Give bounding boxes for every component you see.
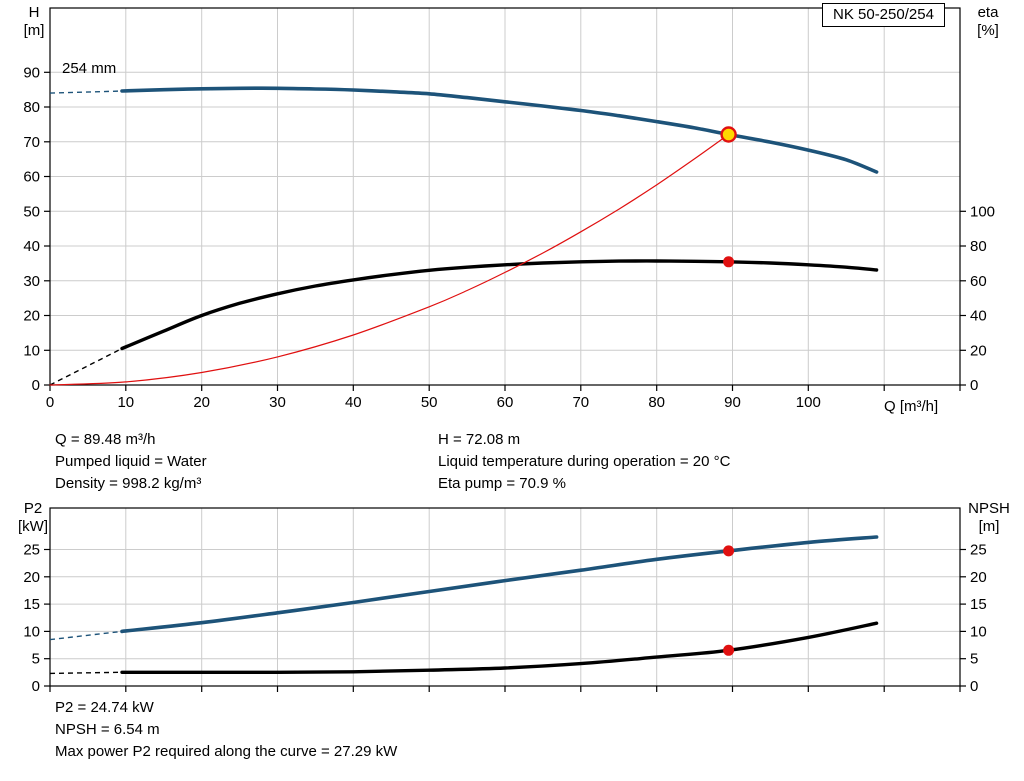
svg-text:60: 60 [970, 273, 987, 290]
pump-model-box: NK 50-250/254 [822, 3, 945, 27]
svg-text:20: 20 [970, 569, 987, 586]
eta-pump-text: Eta pump = 70.9 % [438, 475, 566, 492]
svg-text:0: 0 [970, 377, 978, 394]
svg-text:30: 30 [269, 394, 286, 411]
svg-text:100: 100 [796, 394, 821, 411]
eta-axis-label-line2: [%] [977, 22, 999, 39]
power-info: P2 = 24.74 kW NPSH = 6.54 m Max power P2… [55, 697, 397, 763]
svg-text:80: 80 [970, 238, 987, 255]
svg-text:15: 15 [970, 596, 987, 613]
svg-text:90: 90 [23, 64, 40, 81]
svg-text:0: 0 [46, 394, 54, 411]
p2-value-text: P2 = 24.74 kW [55, 699, 154, 716]
duty-h-text: H = 72.08 m [438, 431, 521, 448]
p2-axis-label-line2: [kW] [18, 518, 48, 535]
svg-text:20: 20 [970, 342, 987, 359]
svg-text:30: 30 [23, 273, 40, 290]
p2-axis-label-line1: P2 [23, 500, 43, 517]
svg-text:50: 50 [421, 394, 438, 411]
npsh-value-text: NPSH = 6.54 m [55, 721, 160, 738]
duty-info-right: H = 72.08 m Liquid temperature during op… [438, 429, 730, 495]
impeller-diameter-label: 254 mm [62, 60, 117, 77]
svg-text:100: 100 [970, 203, 995, 220]
svg-text:20: 20 [23, 569, 40, 586]
svg-text:25: 25 [970, 542, 987, 559]
npsh-axis-label-line2: [m] [978, 518, 1000, 535]
svg-text:25: 25 [23, 542, 40, 559]
svg-text:40: 40 [970, 308, 987, 325]
svg-text:90: 90 [724, 394, 741, 411]
svg-text:80: 80 [648, 394, 665, 411]
svg-text:10: 10 [970, 623, 987, 640]
q-axis-label: Q [m³/h] [884, 398, 939, 415]
liquid-temperature-text: Liquid temperature during operation = 20… [438, 453, 731, 470]
eta-axis-label: eta [%] [966, 4, 1010, 40]
svg-text:0: 0 [970, 678, 978, 695]
npsh-axis-label: NPSH [m] [962, 500, 1016, 536]
svg-text:70: 70 [23, 134, 40, 151]
npsh-axis-label-line1: NPSH [968, 500, 1010, 517]
svg-text:5: 5 [970, 651, 978, 668]
svg-text:0: 0 [32, 678, 40, 695]
pumped-liquid-text: Pumped liquid = Water [55, 453, 207, 470]
h-axis-label: H [m] [16, 4, 52, 40]
svg-text:10: 10 [23, 342, 40, 359]
duty-info-left: Q = 89.48 m³/h Pumped liquid = Water Den… [55, 429, 207, 495]
svg-text:5: 5 [32, 651, 40, 668]
svg-text:20: 20 [193, 394, 210, 411]
svg-text:0: 0 [32, 377, 40, 394]
p2-axis-label: P2 [kW] [12, 500, 54, 536]
svg-text:60: 60 [23, 169, 40, 186]
duty-q-text: Q = 89.48 m³/h [55, 431, 156, 448]
svg-text:15: 15 [23, 596, 40, 613]
h-axis-label-line2: [m] [23, 22, 45, 39]
svg-text:40: 40 [23, 238, 40, 255]
eta-axis-label-line1: eta [977, 4, 999, 21]
svg-text:10: 10 [117, 394, 134, 411]
h-axis-label-line1: H [28, 4, 40, 21]
density-text: Density = 998.2 kg/m³ [55, 475, 202, 492]
svg-text:80: 80 [23, 99, 40, 116]
svg-text:10: 10 [23, 623, 40, 640]
svg-text:70: 70 [572, 394, 589, 411]
max-power-text: Max power P2 required along the curve = … [55, 743, 398, 760]
svg-text:50: 50 [23, 203, 40, 220]
svg-text:60: 60 [497, 394, 514, 411]
svg-text:40: 40 [345, 394, 362, 411]
svg-text:20: 20 [23, 308, 40, 325]
